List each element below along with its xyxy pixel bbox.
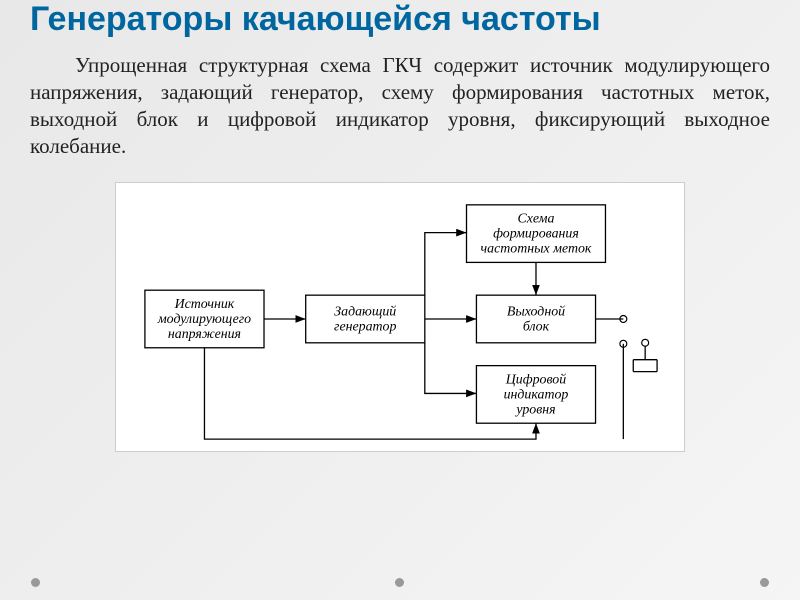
svg-text:Источник: Источник xyxy=(174,297,235,312)
description-paragraph: Упрощенная структурная схема ГКЧ содержи… xyxy=(0,44,800,160)
page-title: Генераторы качающейся частоты xyxy=(0,0,800,44)
slide-nav-dot xyxy=(395,578,404,587)
slide-nav-dot xyxy=(760,578,769,587)
svg-text:частотных меток: частотных меток xyxy=(481,241,592,256)
svg-text:формирования: формирования xyxy=(493,226,579,241)
svg-text:уровня: уровня xyxy=(514,402,555,417)
svg-text:Задающий: Задающий xyxy=(334,304,396,319)
svg-text:Выходной: Выходной xyxy=(507,304,565,319)
svg-text:генератор: генератор xyxy=(334,319,396,334)
svg-text:блок: блок xyxy=(523,319,550,334)
svg-text:Схема: Схема xyxy=(517,211,554,226)
svg-text:индикатор: индикатор xyxy=(504,387,569,402)
svg-text:модулирующего: модулирующего xyxy=(157,312,251,327)
svg-text:напряжения: напряжения xyxy=(168,326,241,341)
diagram-svg: Источникмодулирующегонапряжения Задающийг… xyxy=(116,183,684,451)
block-diagram: Источникмодулирующегонапряжения Задающийг… xyxy=(115,182,685,452)
slide-nav-dot xyxy=(31,578,40,587)
svg-text:Цифровой: Цифровой xyxy=(505,372,566,387)
